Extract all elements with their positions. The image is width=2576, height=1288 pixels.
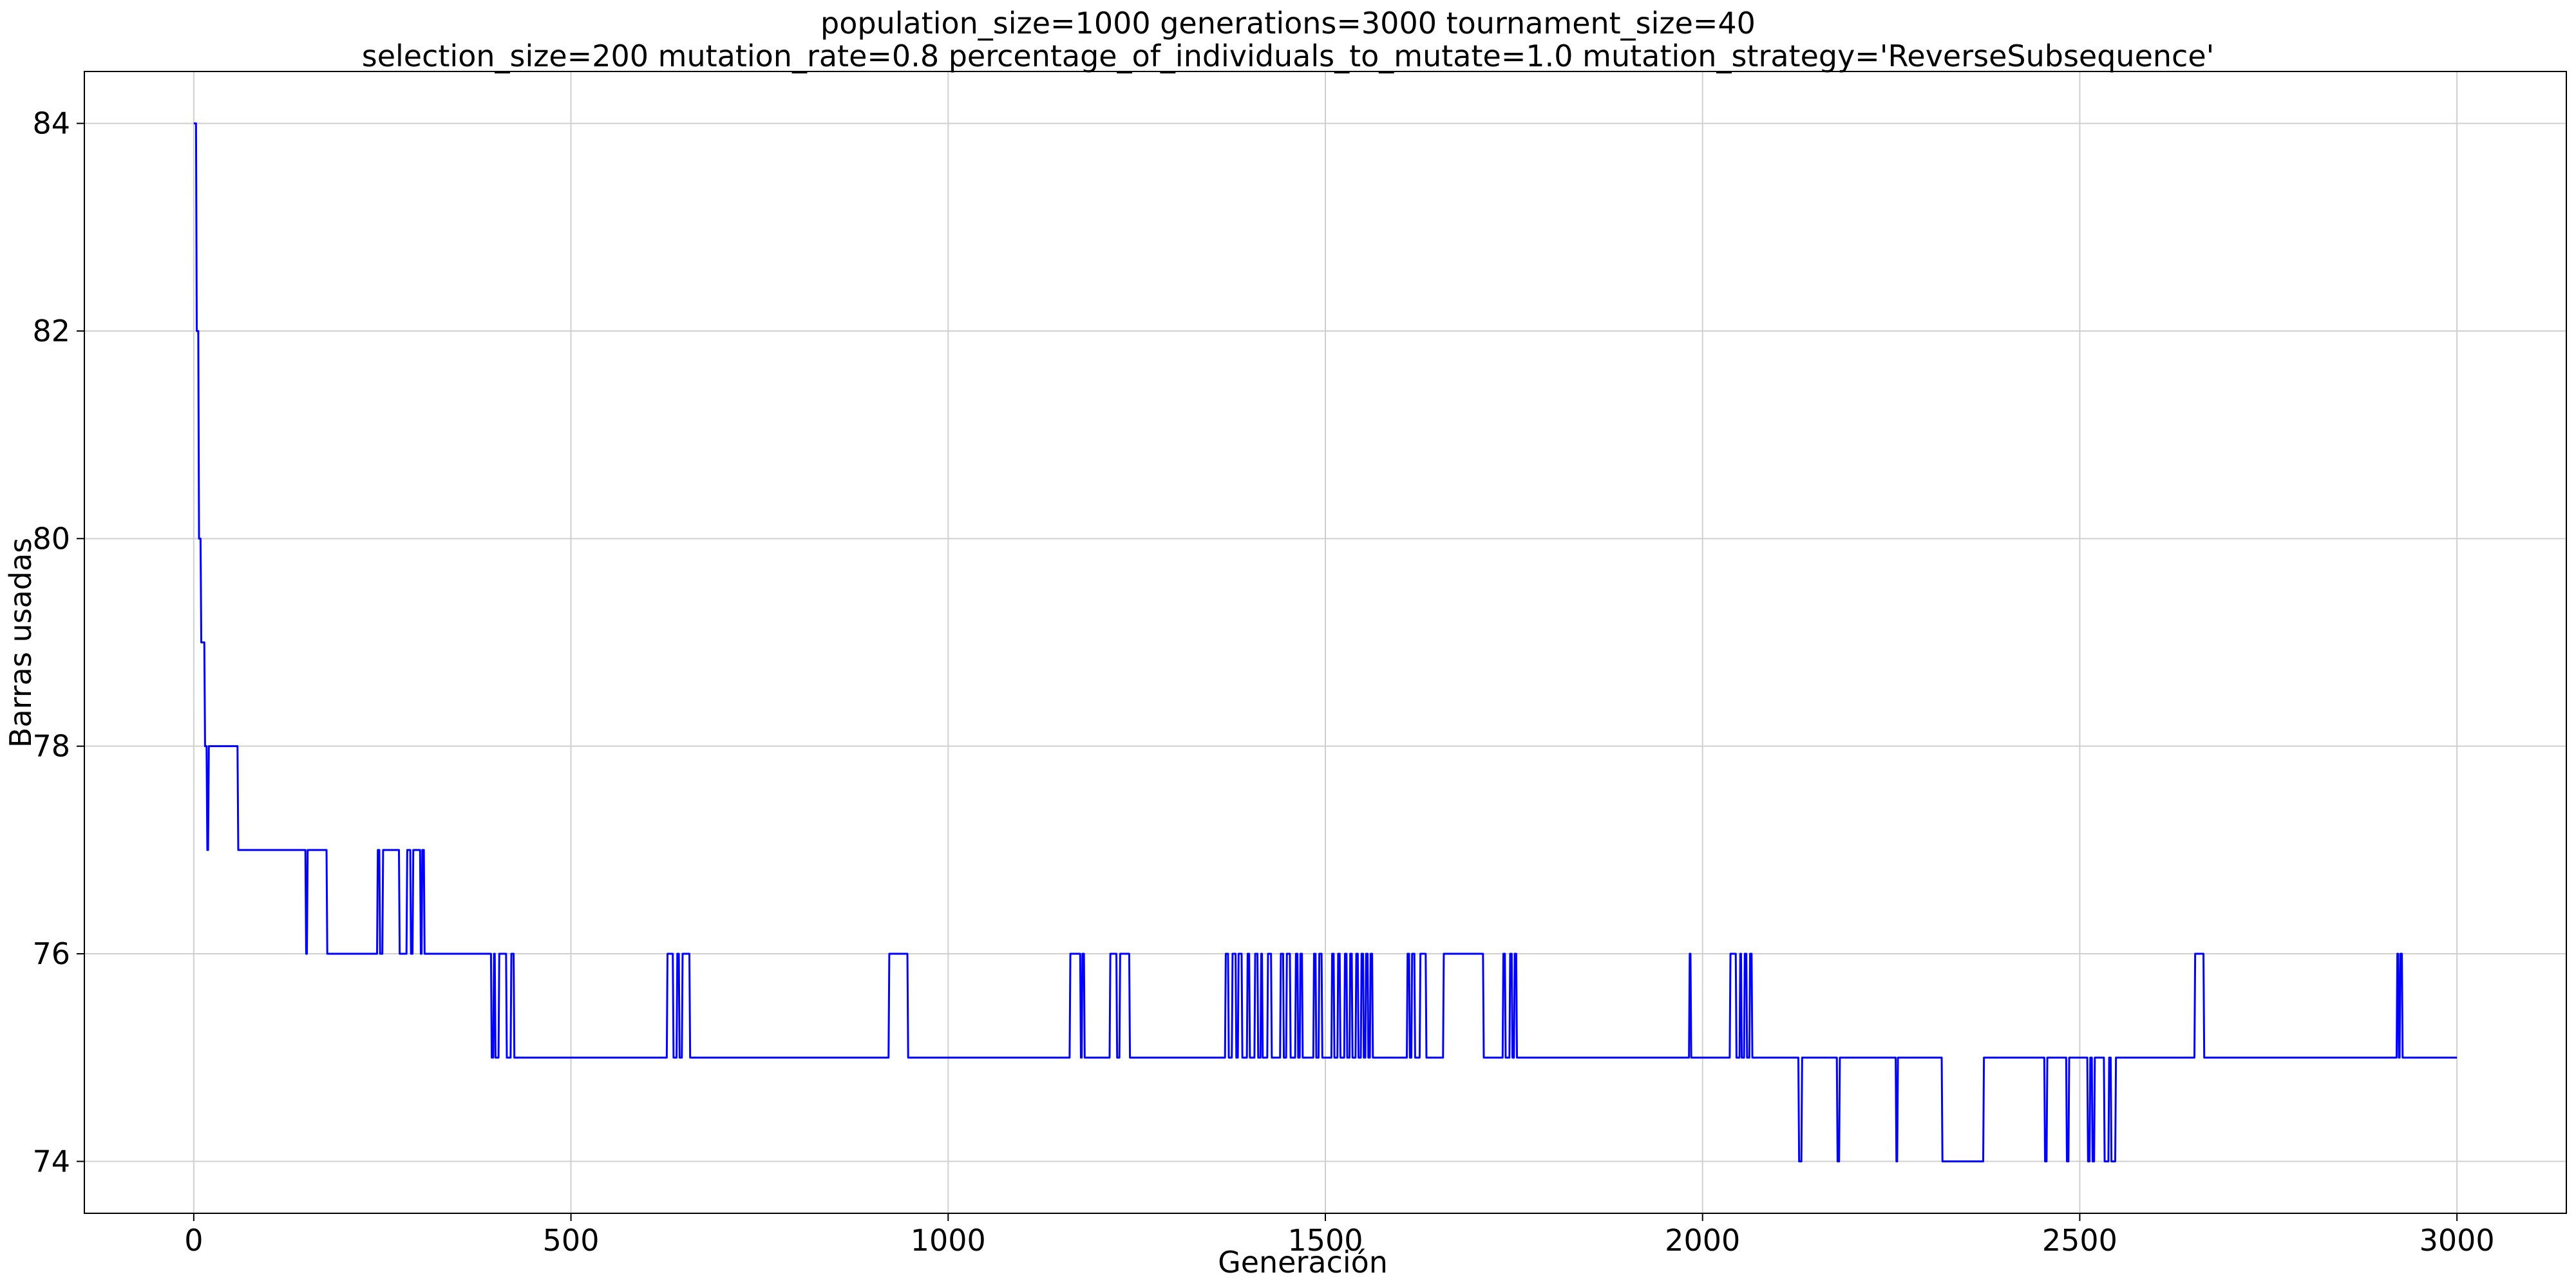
y-tick-label: 80 (32, 521, 70, 556)
x-axis-label: Generación (1218, 1245, 1388, 1280)
chart-title-line-1: population_size=1000 generations=3000 to… (820, 6, 1756, 41)
x-tick-label: 2000 (1665, 1223, 1740, 1258)
series-line (193, 122, 2458, 1162)
y-axis-label: Barras usadas (3, 538, 38, 748)
x-tick-label: 3000 (2420, 1223, 2495, 1258)
y-tick-label: 74 (32, 1144, 70, 1179)
axis-ticks: 0 500 1000 1500 2000 2500 3000 74 76 78 80 82 84 (32, 106, 2494, 1258)
y-tick-label: 82 (32, 314, 70, 348)
y-tick-label: 84 (32, 106, 70, 141)
y-tick-label: 76 (32, 936, 70, 971)
grid (84, 71, 2566, 1213)
x-tick-label: 0 (184, 1223, 203, 1258)
plot-area (193, 122, 2458, 1162)
x-tick-label: 2500 (2042, 1223, 2117, 1258)
x-tick-label: 1000 (911, 1223, 986, 1258)
chart-title-line-2: selection_size=200 mutation_rate=0.8 per… (362, 39, 2215, 73)
y-tick-label: 78 (32, 729, 70, 764)
x-tick-label: 500 (543, 1223, 600, 1258)
x-tick-label: 1500 (1287, 1223, 1363, 1258)
